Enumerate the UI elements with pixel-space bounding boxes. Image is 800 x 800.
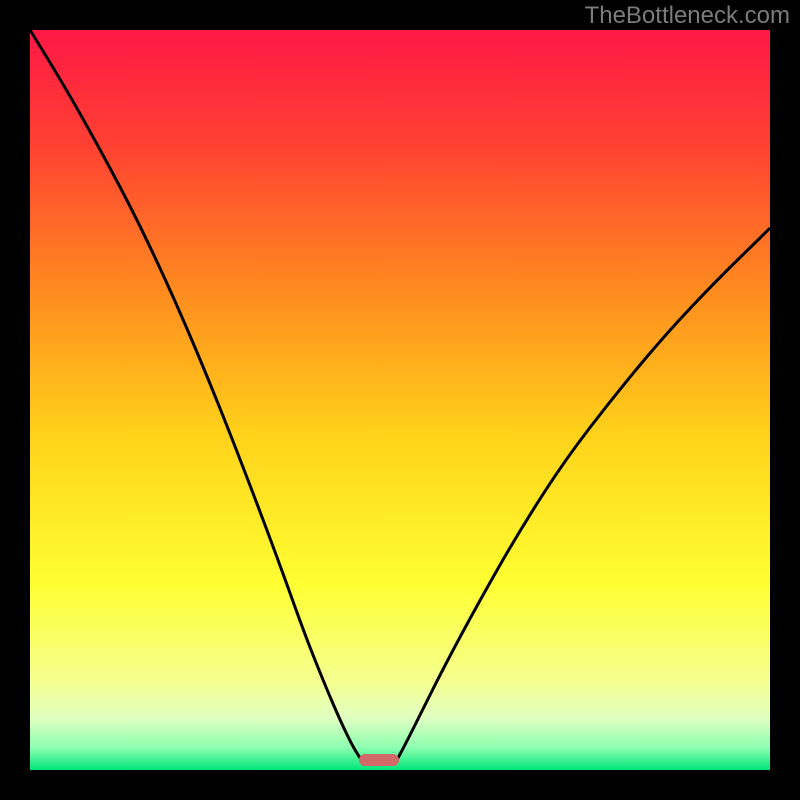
bottom-marker [359,754,399,766]
watermark-text: TheBottleneck.com [585,2,790,30]
plot-gradient-background [30,30,770,770]
chart-container: TheBottleneck.com [0,0,800,800]
gradient-curve-chart [0,0,800,800]
